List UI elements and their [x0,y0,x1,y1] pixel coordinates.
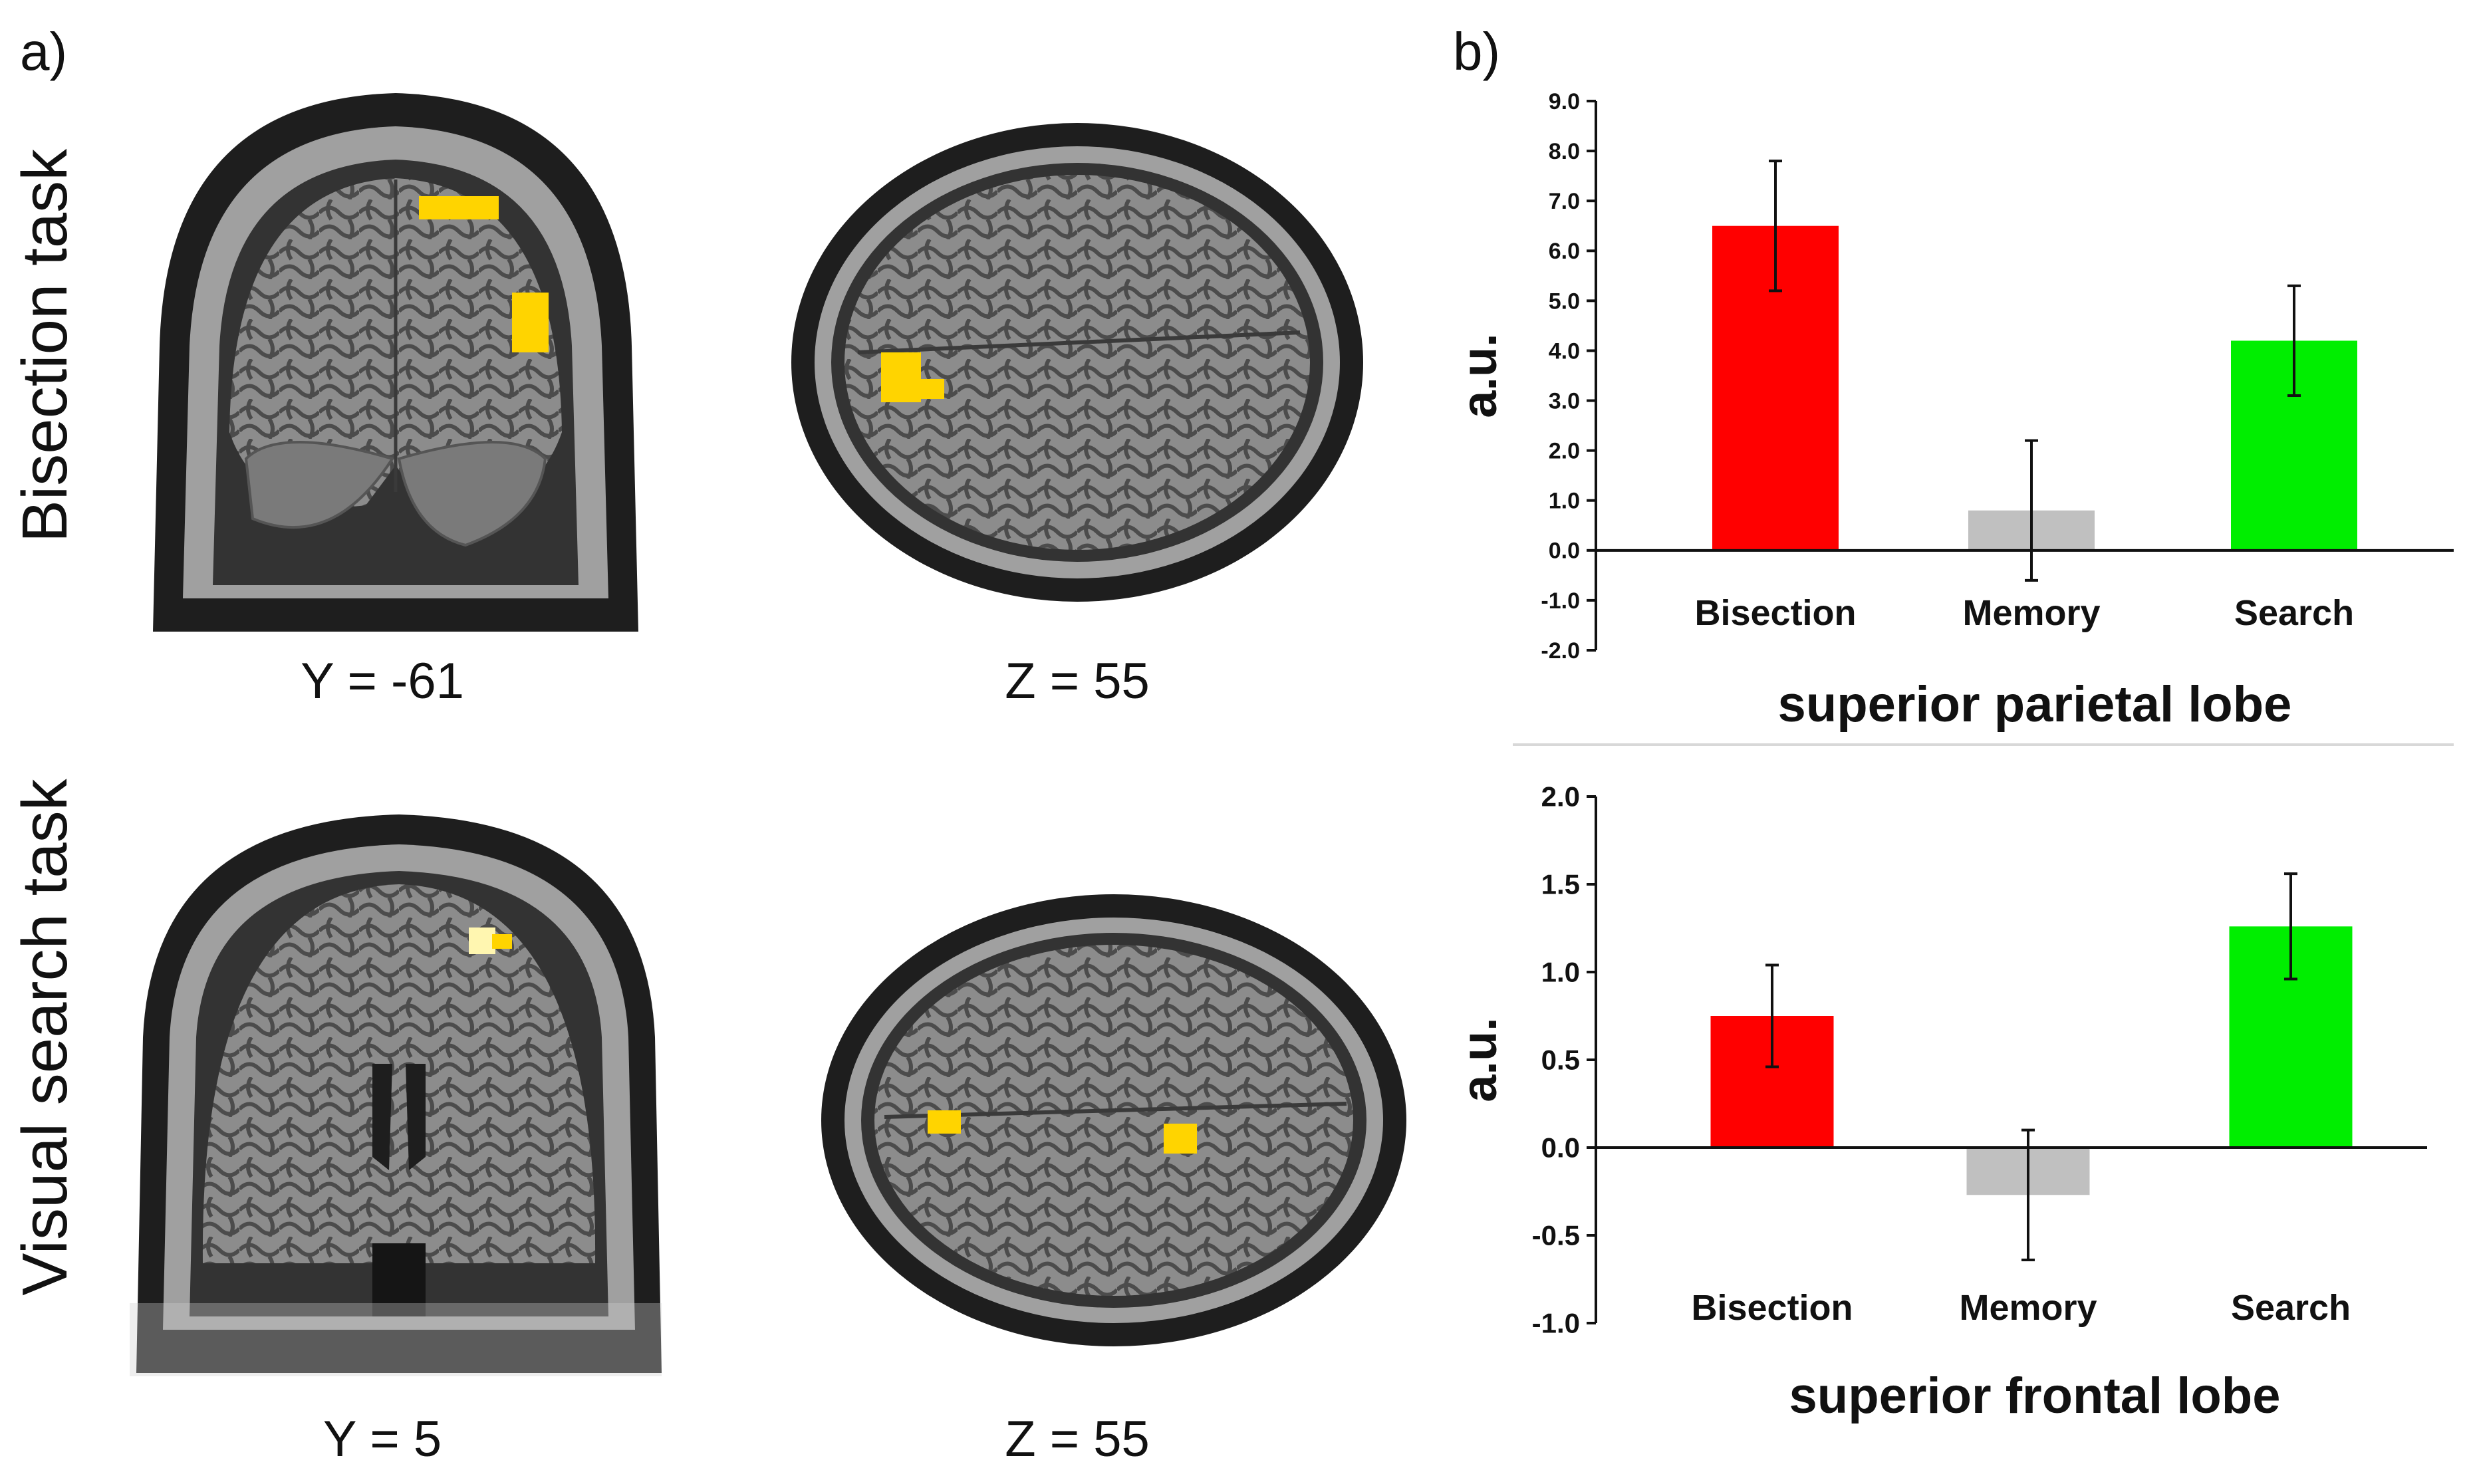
y-tick-label: 1.0 [1541,957,1580,988]
y-tick-label: -1.0 [1541,588,1580,614]
y-tick-label: 0.0 [1541,1132,1580,1164]
category-label: Search [2234,593,2354,633]
activation-blob [469,928,495,954]
y-tick-label: 3.0 [1549,388,1580,414]
activation-blob [921,379,944,399]
activation-blob [512,293,549,352]
caption-coronal-visual-search: Y = 5 [323,1411,442,1467]
y-tick-label: 7.0 [1549,189,1580,214]
x-axis-label: superior parietal lobe [1778,676,2292,733]
y-axis-label: a.u. [1452,1017,1507,1102]
y-tick-label: 5.0 [1549,289,1580,314]
brain-coronal-visual-search [130,811,662,1376]
category-label: Memory [1959,1288,2097,1328]
row-label-visual-search: Visual search task [9,778,80,1295]
y-tick-label: -1.0 [1532,1308,1580,1339]
activation-blob [1164,1124,1197,1154]
y-tick-label: 8.0 [1549,139,1580,164]
panel-a-label: a) [20,22,67,81]
y-tick-label: -0.5 [1532,1220,1580,1251]
y-tick-label: 4.0 [1549,338,1580,364]
y-tick-label: 1.0 [1549,489,1580,514]
category-label: Bisection [1691,1288,1853,1328]
caption-axial-visual-search: Z = 55 [1005,1411,1150,1467]
activation-blob [419,196,499,219]
row-label-bisection: Bisection task [9,148,80,543]
brain-coronal-bisection [150,80,642,638]
y-tick-label: -2.0 [1541,638,1580,664]
y-tick-label: 0.5 [1541,1045,1580,1076]
panel-b-label: b) [1453,22,1500,81]
activation-blob [881,352,921,402]
category-label: Memory [1962,593,2100,633]
y-tick-label: 6.0 [1549,239,1580,264]
brain-axial-visual-search [821,894,1406,1346]
caption-axial-bisection: Z = 55 [1005,653,1150,709]
category-label: Bisection [1694,593,1856,633]
activation-blob [928,1110,961,1134]
category-label: Search [2231,1288,2351,1328]
y-tick-label: 9.0 [1549,89,1580,114]
y-tick-label: 2.0 [1541,781,1580,812]
y-tick-label: 0.0 [1549,539,1580,564]
caption-coronal-bisection: Y = -61 [301,653,464,709]
x-axis-label: superior frontal lobe [1789,1368,2281,1424]
y-tick-label: 1.5 [1541,869,1580,900]
brain-axial-bisection [791,123,1363,602]
y-tick-label: 2.0 [1549,439,1580,464]
charts: 9.0 8.0 7.0 6.0 5.0 4.0 3.0 2.0 1.0 0.0 -1.0 -2.0 Bi… [1452,89,2454,1424]
y-axis-label: a.u. [1452,333,1507,418]
activation-blob [492,934,512,949]
